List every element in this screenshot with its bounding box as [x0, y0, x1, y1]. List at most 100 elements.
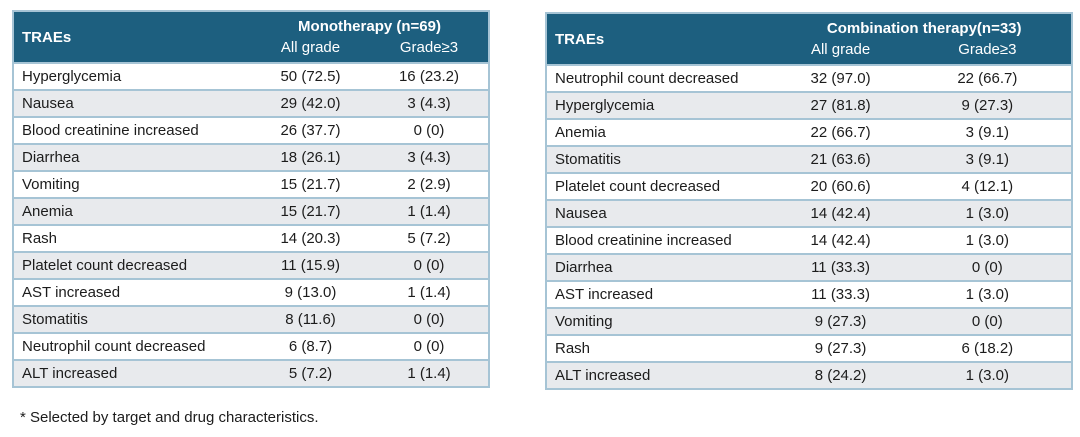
cell-grade3: 3 (4.3) [370, 143, 489, 171]
table-row: Platelet count decreased 11 (15.9) 0 (0) [13, 251, 489, 279]
cell-grade3: 0 (0) [370, 116, 489, 144]
table-row: Anemia 15 (21.7) 1 (1.4) [13, 197, 489, 225]
cell-all-grade: 27 (81.8) [777, 91, 904, 119]
cell-grade3: 0 (0) [903, 307, 1072, 335]
trae-name: AST increased [546, 280, 778, 308]
monotherapy-table-grid: TRAEs Monotherapy (n=69) All grade Grade… [12, 10, 490, 388]
cell-grade3: 16 (23.2) [370, 62, 489, 90]
cell-grade3: 3 (9.1) [903, 145, 1072, 173]
table-row: AST increased 9 (13.0) 1 (1.4) [13, 278, 489, 306]
cell-grade3: 0 (0) [370, 305, 489, 333]
cell-all-grade: 14 (20.3) [251, 224, 370, 252]
combination-table: TRAEs Combination therapy(n=33) All grad… [545, 12, 1073, 390]
combination-table-body: Neutrophil count decreased 32 (97.0) 22 (6… [546, 64, 1072, 389]
cell-all-grade: 18 (26.1) [251, 143, 370, 171]
trae-name: Neutrophil count decreased [546, 64, 778, 92]
grade3-column-header: Grade≥3 [903, 39, 1072, 65]
cell-all-grade: 6 (8.7) [251, 332, 370, 360]
cell-all-grade: 8 (24.2) [777, 361, 904, 389]
cell-all-grade: 15 (21.7) [251, 197, 370, 225]
trae-name: Platelet count decreased [546, 172, 778, 200]
table-row: Diarrhea 11 (33.3) 0 (0) [546, 253, 1072, 281]
cell-all-grade: 8 (11.6) [251, 305, 370, 333]
table-row: Stomatitis 21 (63.6) 3 (9.1) [546, 145, 1072, 173]
combination-table-grid: TRAEs Combination therapy(n=33) All grad… [545, 12, 1073, 390]
trae-name: Rash [546, 334, 778, 362]
trae-name: Hyperglycemia [546, 91, 778, 119]
monotherapy-table-body: Hyperglycemia 50 (72.5) 16 (23.2) Nausea 29 … [13, 62, 489, 387]
cell-grade3: 4 (12.1) [903, 172, 1072, 200]
trae-name: Vomiting [13, 170, 251, 198]
cell-grade3: 6 (18.2) [903, 334, 1072, 362]
all-grade-column-header: All grade [777, 39, 904, 65]
table-row: AST increased 11 (33.3) 1 (3.0) [546, 280, 1072, 308]
cell-all-grade: 14 (42.4) [777, 226, 904, 254]
table-row: ALT increased 8 (24.2) 1 (3.0) [546, 361, 1072, 389]
cell-grade3: 1 (1.4) [370, 359, 489, 387]
cell-grade3: 9 (27.3) [903, 91, 1072, 119]
table-row: Vomiting 15 (21.7) 2 (2.9) [13, 170, 489, 198]
cell-grade3: 2 (2.9) [370, 170, 489, 198]
cell-all-grade: 32 (97.0) [777, 64, 904, 92]
cell-all-grade: 50 (72.5) [251, 62, 370, 90]
table-row: Anemia 22 (66.7) 3 (9.1) [546, 118, 1072, 146]
table-row: Blood creatinine increased 14 (42.4) 1 (3.… [546, 226, 1072, 254]
trae-name: Nausea [13, 89, 251, 117]
cell-all-grade: 14 (42.4) [777, 199, 904, 227]
trae-name: Platelet count decreased [13, 251, 251, 279]
trae-name: Neutrophil count decreased [13, 332, 251, 360]
trae-name: Diarrhea [13, 143, 251, 171]
traes-column-header: TRAEs [13, 11, 251, 63]
cell-grade3: 0 (0) [903, 253, 1072, 281]
table-row: Stomatitis 8 (11.6) 0 (0) [13, 305, 489, 333]
cell-grade3: 1 (3.0) [903, 226, 1072, 254]
trae-name: Blood creatinine increased [546, 226, 778, 254]
cell-grade3: 5 (7.2) [370, 224, 489, 252]
trae-name: Rash [13, 224, 251, 252]
table-row: Neutrophil count decreased 6 (8.7) 0 (0) [13, 332, 489, 360]
combination-table-header: TRAEs Combination therapy(n=33) All grad… [546, 13, 1072, 65]
cell-grade3: 0 (0) [370, 251, 489, 279]
cell-grade3: 1 (3.0) [903, 361, 1072, 389]
table-row: Neutrophil count decreased 32 (97.0) 22 (6… [546, 64, 1072, 92]
table-row: Vomiting 9 (27.3) 0 (0) [546, 307, 1072, 335]
monotherapy-table: TRAEs Monotherapy (n=69) All grade Grade… [12, 10, 490, 388]
table-row: Rash 14 (20.3) 5 (7.2) [13, 224, 489, 252]
cell-all-grade: 21 (63.6) [777, 145, 904, 173]
cell-all-grade: 15 (21.7) [251, 170, 370, 198]
cell-grade3: 1 (3.0) [903, 199, 1072, 227]
trae-name: Hyperglycemia [13, 62, 251, 90]
cell-grade3: 1 (1.4) [370, 278, 489, 306]
table-row: Platelet count decreased 20 (60.6) 4 (12.1… [546, 172, 1072, 200]
table-row: Nausea 29 (42.0) 3 (4.3) [13, 89, 489, 117]
trae-name: Anemia [546, 118, 778, 146]
trae-name: Blood creatinine increased [13, 116, 251, 144]
cell-all-grade: 5 (7.2) [251, 359, 370, 387]
table-row: Rash 9 (27.3) 6 (18.2) [546, 334, 1072, 362]
trae-name: ALT increased [546, 361, 778, 389]
footnote: * Selected by target and drug characteri… [20, 409, 319, 426]
cell-grade3: 3 (9.1) [903, 118, 1072, 146]
cell-all-grade: 11 (15.9) [251, 251, 370, 279]
trae-name: Diarrhea [546, 253, 778, 281]
trae-name: AST increased [13, 278, 251, 306]
table-row: Nausea 14 (42.4) 1 (3.0) [546, 199, 1072, 227]
cell-grade3: 22 (66.7) [903, 64, 1072, 92]
cell-all-grade: 11 (33.3) [777, 280, 904, 308]
cell-all-grade: 29 (42.0) [251, 89, 370, 117]
cell-grade3: 1 (3.0) [903, 280, 1072, 308]
grade3-column-header: Grade≥3 [370, 37, 489, 63]
cell-all-grade: 22 (66.7) [777, 118, 904, 146]
table-row: Diarrhea 18 (26.1) 3 (4.3) [13, 143, 489, 171]
cell-all-grade: 26 (37.7) [251, 116, 370, 144]
trae-name: Nausea [546, 199, 778, 227]
cell-grade3: 1 (1.4) [370, 197, 489, 225]
traes-column-header: TRAEs [546, 13, 778, 65]
table-row: Hyperglycemia 50 (72.5) 16 (23.2) [13, 62, 489, 90]
cell-all-grade: 11 (33.3) [777, 253, 904, 281]
cell-all-grade: 20 (60.6) [777, 172, 904, 200]
table-row: Blood creatinine increased 26 (37.7) 0 (0) [13, 116, 489, 144]
combination-group-header: Combination therapy(n=33) [777, 13, 1072, 39]
all-grade-column-header: All grade [251, 37, 370, 63]
